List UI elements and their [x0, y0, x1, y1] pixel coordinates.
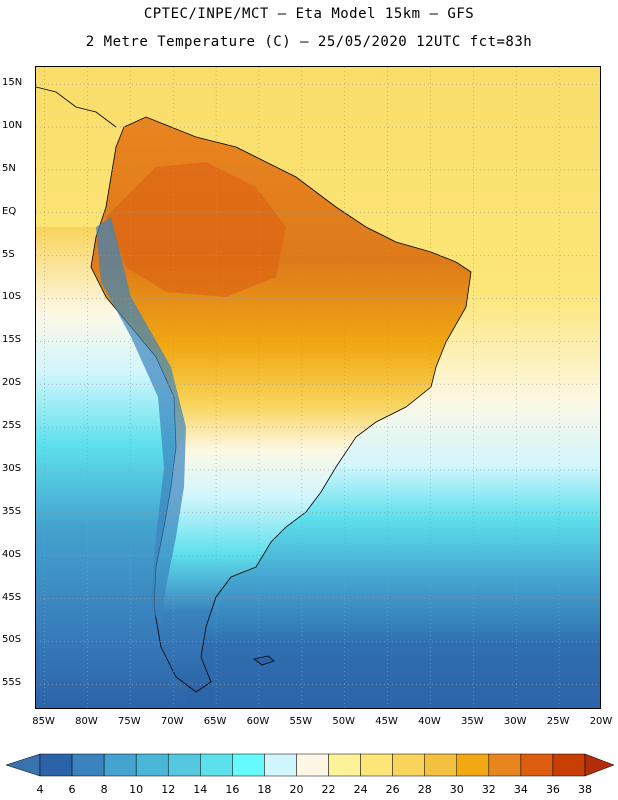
map-title-line2: 2 Metre Temperature (C) – 25/05/2020 12U… [85, 34, 533, 50]
falkland-islands [253, 655, 275, 666]
map-title-line1: CPTEC/INPE/MCT – Eta Model 15km – GFS [143, 6, 475, 22]
colorbar-swatch [135, 753, 169, 777]
lat-label: 20S [2, 377, 22, 389]
lon-label: 85W [32, 716, 55, 727]
lon-label: 80W [75, 716, 98, 727]
colorbar-label: 12 [161, 783, 176, 796]
lon-label: 25W [546, 716, 570, 727]
lat-label: 10N [2, 120, 23, 131]
lat-label: EQ [2, 205, 17, 217]
lat-label: 10S [2, 291, 22, 303]
andes-cold-strip [96, 217, 186, 627]
colorbar-label: 22 [321, 783, 336, 796]
colorbar-swatch [296, 753, 329, 777]
colorbar-label: 4 [36, 783, 44, 796]
colorbar-swatch [39, 753, 73, 777]
colorbar-swatch [456, 753, 490, 777]
colorbar-label: 18 [257, 783, 272, 796]
colorbar-swatch [328, 753, 361, 777]
colorbar-label: 10 [129, 783, 144, 796]
colorbar-label: 6 [68, 783, 76, 796]
colorbar-label: 14 [193, 783, 208, 796]
colorbar-label: 36 [545, 783, 560, 796]
lon-label: 70W [160, 716, 184, 727]
colorbar-swatch [520, 753, 554, 777]
colorbar-swatch [71, 753, 105, 777]
colorbar-label: 38 [578, 783, 592, 796]
colorbar-swatch [552, 753, 586, 777]
colorbar-swatch [488, 753, 522, 777]
lon-label: 30W [503, 716, 527, 727]
lon-label: 40W [418, 716, 441, 727]
colorbar-swatch [264, 753, 297, 777]
colorbar-swatch [200, 753, 233, 777]
lat-label: 35S [2, 505, 22, 517]
colorbar-swatch [232, 753, 265, 777]
lat-label: 30S [2, 462, 22, 474]
colorbar-swatch [167, 753, 201, 777]
lat-label: 50S [2, 634, 22, 646]
caribbean-coast [36, 86, 117, 128]
map-canvas [36, 67, 600, 708]
colorbar-swatch [392, 753, 425, 777]
lon-label: 35W [461, 716, 484, 727]
lon-label: 55W [289, 716, 313, 727]
colorbar-label: 28 [417, 783, 432, 796]
temperature-map [35, 66, 601, 709]
colorbar-swatch [103, 753, 137, 777]
lat-label: 15N [2, 77, 23, 89]
colorbar-swatch [360, 753, 393, 777]
lat-label: 15S [2, 334, 22, 346]
lon-label: 60W [246, 716, 270, 727]
amazon-hot-region [106, 162, 286, 297]
colorbar-swatch [424, 753, 458, 777]
lat-label: 45S [2, 591, 22, 603]
lat-label: 55S [2, 677, 22, 689]
lon-label: 20W [589, 716, 613, 727]
lat-label: 40S [2, 548, 22, 560]
colorbar-label: 8 [100, 783, 108, 796]
lon-label: 50W [332, 716, 356, 727]
color-scale-bar [5, 753, 615, 777]
colorbar-label: 32 [481, 783, 496, 796]
colorbar-low-arrow [5, 753, 41, 777]
colorbar-high-arrow [584, 753, 615, 777]
lon-label: 75W [118, 716, 141, 727]
lon-label: 45W [375, 716, 398, 727]
colorbar-label: 20 [289, 783, 304, 796]
lat-label: 25S [2, 420, 22, 432]
lat-label: 5S [2, 248, 15, 260]
colorbar-label: 16 [225, 783, 240, 796]
lat-label: 5N [2, 162, 16, 174]
colorbar-label: 34 [513, 783, 528, 796]
colorbar-label: 26 [385, 783, 400, 796]
lon-label: 65W [203, 716, 227, 727]
colorbar-label: 24 [353, 783, 368, 796]
colorbar-label: 30 [449, 783, 464, 796]
